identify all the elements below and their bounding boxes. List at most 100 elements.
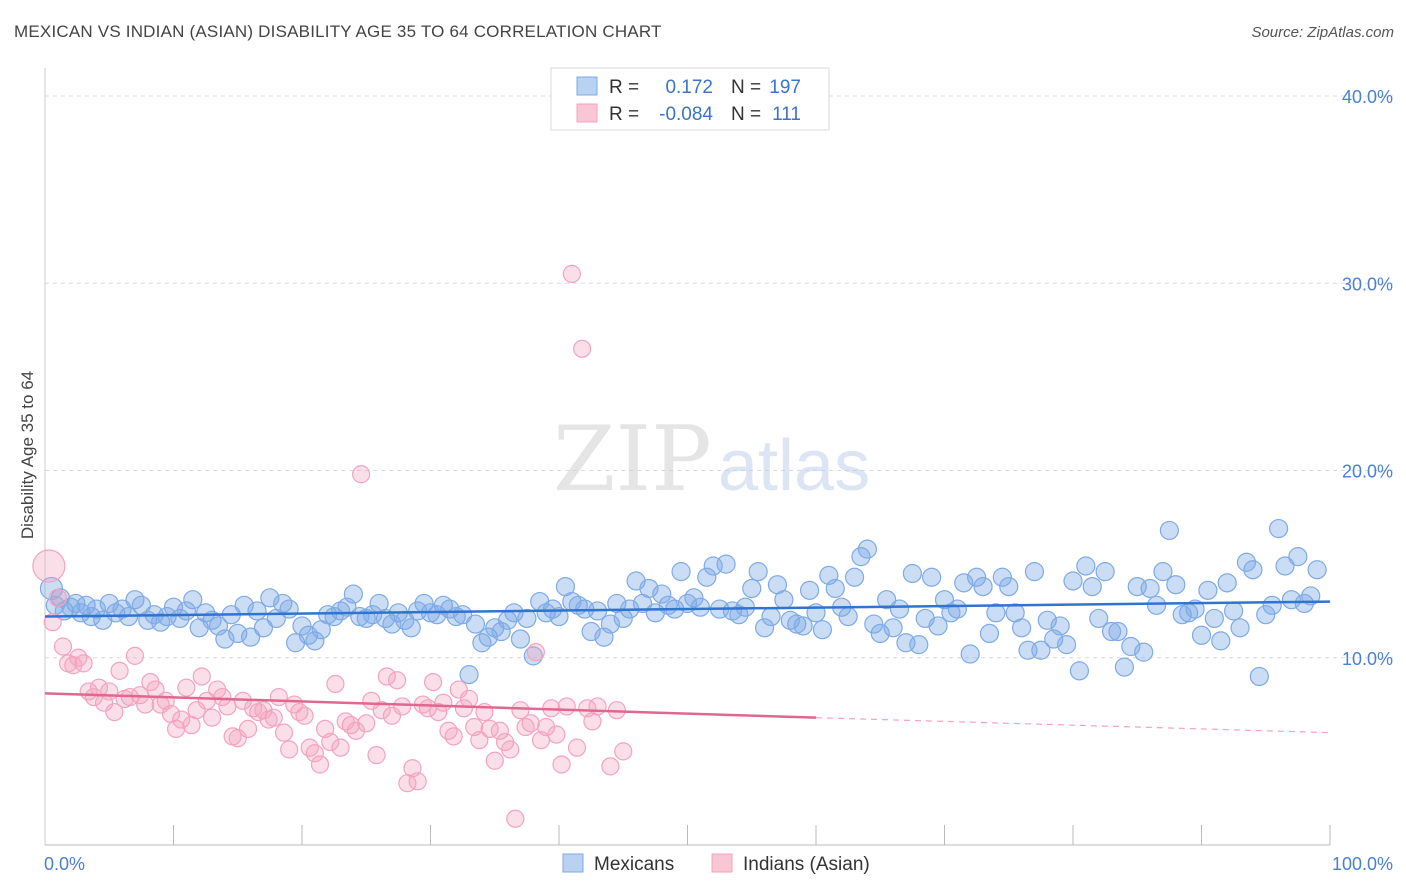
mexicans-point bbox=[793, 616, 813, 636]
legend-r-value-2: -0.084 bbox=[659, 104, 713, 125]
indians-point bbox=[506, 809, 525, 828]
indians-point bbox=[305, 744, 324, 763]
mexicans-point bbox=[542, 599, 563, 619]
indians-point bbox=[110, 661, 129, 680]
mexicans-point bbox=[1101, 621, 1122, 642]
indians-point bbox=[321, 732, 340, 752]
mexicans-point bbox=[1134, 642, 1154, 662]
mexicans-point bbox=[909, 635, 929, 655]
indians-trend-line bbox=[44, 692, 817, 719]
indians-point bbox=[485, 751, 504, 770]
indians-point bbox=[341, 716, 360, 735]
mexicans-point bbox=[292, 616, 312, 636]
chart-title: MEXICAN VS INDIAN (ASIAN) DISABILITY AGE… bbox=[14, 22, 662, 41]
axes bbox=[44, 68, 1331, 846]
indians-point bbox=[552, 755, 571, 774]
legend-bottom-swatch-mexicans bbox=[562, 853, 584, 873]
indians-point bbox=[377, 667, 396, 686]
mexicans-point bbox=[1268, 518, 1289, 539]
mexicans-point bbox=[716, 554, 736, 574]
indians-point bbox=[444, 727, 463, 746]
mexicans-point bbox=[1288, 547, 1308, 567]
mexicans-point bbox=[838, 606, 858, 627]
mexicans-point bbox=[1056, 635, 1077, 655]
mexicans-point bbox=[453, 605, 473, 625]
indians-point bbox=[136, 695, 155, 714]
mexicans-point bbox=[947, 599, 967, 619]
mexicans-point bbox=[1262, 595, 1282, 615]
mexicans-point bbox=[742, 578, 762, 599]
legend-bottom: Mexicans Indians (Asian) bbox=[562, 853, 870, 875]
mexicans-point bbox=[279, 599, 299, 619]
legend-bottom-indians: Indians (Asian) bbox=[743, 854, 870, 875]
indians-point bbox=[557, 697, 576, 716]
mexicans-point bbox=[305, 631, 325, 651]
indians-point bbox=[547, 725, 566, 744]
mexicans-trend-line bbox=[44, 600, 1331, 618]
indians-point bbox=[202, 708, 222, 727]
legend-bottom-swatch-indians bbox=[711, 853, 733, 873]
indians-point bbox=[177, 678, 196, 697]
mexicans-point bbox=[253, 618, 274, 638]
gridlines bbox=[45, 95, 1393, 659]
mexicans-point bbox=[1153, 562, 1173, 582]
indians-point bbox=[105, 702, 124, 722]
watermark-atlas: atlas bbox=[718, 426, 870, 506]
indians-point bbox=[588, 697, 607, 716]
legend-n-label-1: N = bbox=[731, 77, 761, 98]
mexicans-point bbox=[973, 576, 993, 597]
mexicans-point bbox=[76, 595, 96, 615]
x-tick-label-1: 100.0% bbox=[1332, 854, 1393, 874]
mexicans-point bbox=[774, 590, 794, 610]
y-tick-label-2: 30.0% bbox=[1342, 274, 1393, 294]
watermark-zip: ZIP bbox=[553, 407, 712, 512]
mexicans-point bbox=[1256, 605, 1276, 625]
mexicans-point bbox=[549, 606, 569, 627]
indians-point bbox=[454, 699, 474, 718]
indians-point bbox=[393, 697, 412, 716]
mexicans-point bbox=[902, 563, 922, 584]
indians-point bbox=[372, 701, 391, 720]
mexicans-point bbox=[1275, 556, 1295, 576]
indians-point bbox=[197, 691, 217, 710]
mexicans-point bbox=[1082, 576, 1102, 597]
indians-point bbox=[511, 701, 530, 720]
indians-point bbox=[326, 674, 345, 694]
mexicans-point bbox=[1236, 552, 1257, 572]
mexicans-point bbox=[183, 590, 203, 610]
mexicans-point bbox=[979, 623, 1000, 644]
y-tick-labels: 10.0% 20.0% 30.0% 40.0% bbox=[1342, 87, 1393, 669]
mexicans-point bbox=[382, 614, 402, 634]
x-tick-labels: 0.0% 100.0% bbox=[44, 854, 1393, 874]
mexicans-point bbox=[510, 629, 531, 649]
mexicans-point bbox=[851, 547, 871, 567]
mexicans-point bbox=[967, 567, 987, 587]
indians-point bbox=[501, 740, 520, 759]
mexicans-point bbox=[1114, 657, 1135, 677]
mexicans-point bbox=[1095, 562, 1115, 582]
mexicans-point bbox=[1166, 575, 1186, 595]
indians-point bbox=[429, 702, 448, 722]
mexicans-point bbox=[761, 606, 781, 627]
mexicans-point bbox=[883, 618, 903, 638]
mexicans-point bbox=[864, 614, 884, 634]
indians-point bbox=[69, 648, 88, 667]
indians-point bbox=[166, 719, 186, 739]
indians-point bbox=[125, 646, 145, 665]
indians-point bbox=[254, 701, 273, 720]
legend-n-value-1: 197 bbox=[769, 77, 801, 98]
mexicans-point bbox=[465, 614, 486, 634]
indians-point bbox=[274, 723, 294, 742]
mexicans-point bbox=[999, 576, 1019, 597]
mexicans-point bbox=[1281, 590, 1302, 610]
trend-lines bbox=[44, 600, 1331, 734]
indians-point bbox=[526, 643, 545, 662]
mexicans-point bbox=[889, 599, 910, 619]
mexicans-point bbox=[1011, 618, 1032, 638]
legend-r-value-1: 0.172 bbox=[665, 77, 713, 98]
mexicans-point bbox=[1050, 616, 1070, 636]
mexicans-point bbox=[1159, 520, 1179, 541]
indians-point bbox=[490, 721, 509, 740]
mexicans-point bbox=[1294, 593, 1314, 614]
mexicans-point bbox=[754, 618, 775, 638]
